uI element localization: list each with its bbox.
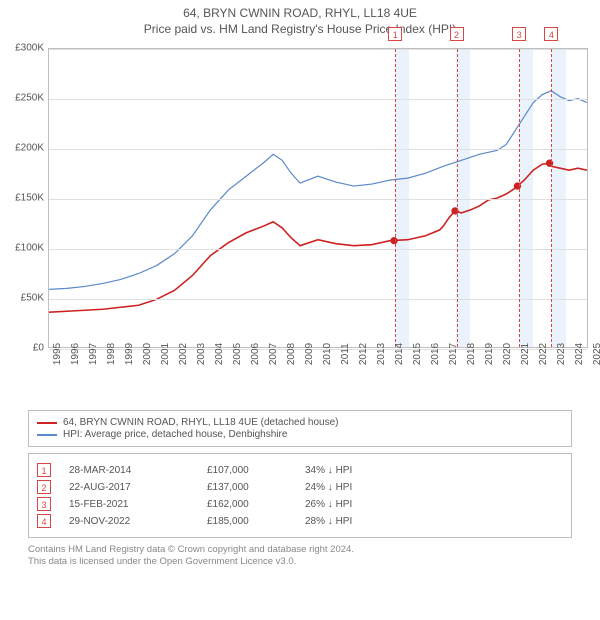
table-row: 4 29-NOV-2022 £185,000 28% ↓ HPI (37, 514, 563, 528)
x-tick-label: 2004 (214, 343, 225, 365)
x-tick-label: 1997 (88, 343, 99, 365)
x-tick-label: 2001 (160, 343, 171, 365)
x-tick-label: 2021 (520, 343, 531, 365)
y-tick-label: £200K (0, 143, 44, 154)
row-date: 22-AUG-2017 (69, 482, 189, 493)
series-property (49, 163, 587, 312)
table-row: 2 22-AUG-2017 £137,000 24% ↓ HPI (37, 480, 563, 494)
legend-swatch (37, 422, 57, 424)
x-tick-label: 2017 (448, 343, 459, 365)
series-svg (49, 49, 587, 347)
x-tick-label: 1996 (70, 343, 81, 365)
x-tick-label: 1995 (52, 343, 63, 365)
x-tick-label: 1999 (124, 343, 135, 365)
row-date: 29-NOV-2022 (69, 516, 189, 527)
marker-box-4: 4 (544, 27, 558, 41)
x-tick-label: 2019 (484, 343, 495, 365)
x-tick-label: 2014 (394, 343, 405, 365)
x-tick-label: 2000 (142, 343, 153, 365)
x-tick-label: 2010 (322, 343, 333, 365)
x-tick-label: 2008 (286, 343, 297, 365)
plot-area: 1234 (48, 48, 588, 348)
title-subtitle: Price paid vs. HM Land Registry's House … (0, 22, 600, 36)
x-tick-label: 2006 (250, 343, 261, 365)
row-price: £185,000 (207, 516, 287, 527)
footer-attribution: Contains HM Land Registry data © Crown c… (28, 544, 572, 569)
row-price: £107,000 (207, 465, 287, 476)
x-tick-label: 2009 (304, 343, 315, 365)
series-hpi (49, 91, 587, 290)
y-tick-label: £0 (0, 343, 44, 354)
row-pct: 28% ↓ HPI (305, 516, 405, 527)
marker-box-1: 1 (388, 27, 402, 41)
row-pct: 24% ↓ HPI (305, 482, 405, 493)
marker-vline (457, 49, 458, 347)
x-tick-label: 2012 (358, 343, 369, 365)
x-tick-label: 2023 (556, 343, 567, 365)
x-tick-label: 2022 (538, 343, 549, 365)
row-price: £137,000 (207, 482, 287, 493)
x-tick-label: 2024 (574, 343, 585, 365)
footer-line-2: This data is licensed under the Open Gov… (28, 556, 572, 568)
legend-row: HPI: Average price, detached house, Denb… (37, 429, 563, 440)
footer-line-1: Contains HM Land Registry data © Crown c… (28, 544, 572, 556)
y-tick-label: £100K (0, 243, 44, 254)
chart-titles: 64, BRYN CWNIN ROAD, RHYL, LL18 4UE Pric… (0, 0, 600, 38)
x-tick-label: 2015 (412, 343, 423, 365)
row-pct: 34% ↓ HPI (305, 465, 405, 476)
legend-box: 64, BRYN CWNIN ROAD, RHYL, LL18 4UE (det… (28, 410, 572, 447)
gridline-h (49, 99, 587, 100)
row-price: £162,000 (207, 499, 287, 510)
legend-label: HPI: Average price, detached house, Denb… (63, 429, 287, 440)
y-tick-label: £150K (0, 193, 44, 204)
y-tick-label: £300K (0, 43, 44, 54)
x-tick-label: 2002 (178, 343, 189, 365)
y-tick-label: £50K (0, 293, 44, 304)
table-row: 1 28-MAR-2014 £107,000 34% ↓ HPI (37, 463, 563, 477)
title-address: 64, BRYN CWNIN ROAD, RHYL, LL18 4UE (0, 6, 600, 20)
gridline-h (49, 299, 587, 300)
x-tick-label: 2011 (340, 343, 351, 365)
row-date: 28-MAR-2014 (69, 465, 189, 476)
gridline-h (49, 149, 587, 150)
x-tick-label: 2013 (376, 343, 387, 365)
marker-vline (551, 49, 552, 347)
row-date: 15-FEB-2021 (69, 499, 189, 510)
x-tick-label: 1998 (106, 343, 117, 365)
row-marker: 2 (37, 480, 51, 494)
x-tick-label: 2016 (430, 343, 441, 365)
table-row: 3 15-FEB-2021 £162,000 26% ↓ HPI (37, 497, 563, 511)
marker-vline (519, 49, 520, 347)
x-tick-label: 2018 (466, 343, 477, 365)
gridline-h (49, 249, 587, 250)
x-tick-label: 2005 (232, 343, 243, 365)
y-tick-label: £250K (0, 93, 44, 104)
marker-box-2: 2 (450, 27, 464, 41)
legend-row: 64, BRYN CWNIN ROAD, RHYL, LL18 4UE (det… (37, 417, 563, 428)
legend-swatch (37, 434, 57, 436)
transactions-table: 1 28-MAR-2014 £107,000 34% ↓ HPI 2 22-AUG-201… (28, 453, 572, 538)
x-tick-label: 2007 (268, 343, 279, 365)
marker-box-3: 3 (512, 27, 526, 41)
marker-vline (395, 49, 396, 347)
x-tick-label: 2003 (196, 343, 207, 365)
gridline-h (49, 199, 587, 200)
row-marker: 3 (37, 497, 51, 511)
chart-area: 1234 £0 £50K £100K £150K £200K £250K £300K 1995… (0, 38, 600, 408)
row-marker: 4 (37, 514, 51, 528)
row-pct: 26% ↓ HPI (305, 499, 405, 510)
row-marker: 1 (37, 463, 51, 477)
legend-label: 64, BRYN CWNIN ROAD, RHYL, LL18 4UE (det… (63, 417, 339, 428)
x-tick-label: 2020 (502, 343, 513, 365)
gridline-h (49, 49, 587, 50)
x-tick-label: 2025 (592, 343, 600, 365)
